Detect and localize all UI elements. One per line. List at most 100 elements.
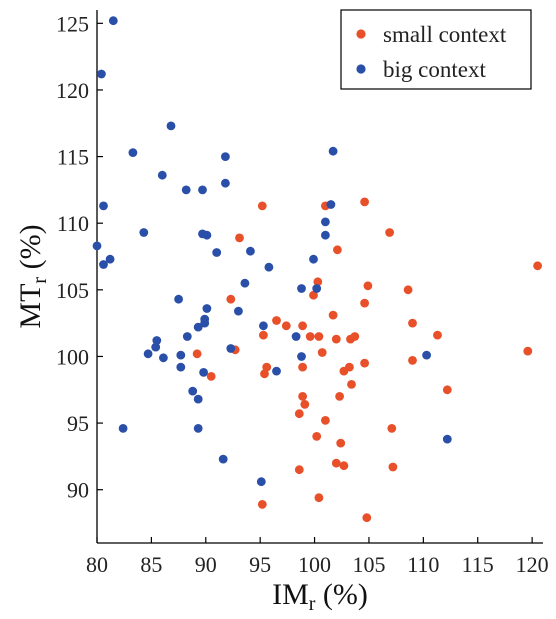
data-point-big-context — [97, 69, 106, 79]
data-point-small-context — [314, 493, 324, 503]
data-point-big-context — [188, 386, 198, 396]
axes — [96, 10, 543, 544]
data-point-small-context — [298, 321, 307, 331]
data-point-big-context — [202, 304, 212, 313]
x-tick-label: 90 — [195, 552, 217, 577]
data-point-big-context — [118, 424, 128, 433]
data-point-small-context — [300, 400, 310, 409]
data-point-big-context — [166, 121, 176, 131]
legend-label-big-context: big context — [383, 57, 486, 82]
legend-label-small-context: small context — [383, 22, 507, 47]
data-point-small-context — [272, 316, 281, 325]
data-point-big-context — [181, 185, 191, 195]
data-point-big-context — [176, 350, 186, 360]
y-axis-label-subscript: r — [29, 277, 51, 284]
data-point-small-context — [294, 409, 304, 419]
data-point-big-context — [176, 362, 186, 372]
data-point-big-context — [321, 217, 330, 227]
data-point-big-context — [221, 152, 230, 162]
y-tick-label: 110 — [57, 211, 89, 236]
y-axis-label-main: MT — [14, 284, 47, 329]
data-point-small-context — [298, 362, 307, 372]
data-point-small-context — [347, 380, 356, 389]
data-point-big-context — [297, 352, 306, 361]
data-point-big-context — [212, 248, 222, 257]
data-point-small-context — [226, 294, 236, 304]
data-point-big-context — [99, 201, 108, 211]
x-axis-label: IMr (%) — [272, 578, 368, 615]
legend-marker-big-context — [356, 64, 366, 74]
data-point-small-context — [360, 358, 369, 368]
y-tick-label: 115 — [57, 145, 89, 170]
data-point-small-context — [192, 349, 202, 359]
x-axis-label-main: IM — [272, 578, 309, 611]
data-point-small-context — [362, 513, 372, 523]
y-tick-label: 105 — [56, 278, 89, 303]
data-point-big-context — [92, 241, 102, 251]
data-point-small-context — [317, 348, 327, 357]
data-point-small-context — [408, 318, 417, 328]
data-point-big-context — [264, 262, 274, 272]
data-point-small-context — [335, 392, 344, 401]
data-point-big-context — [99, 260, 108, 269]
data-point-small-context — [360, 298, 369, 308]
data-point-small-context — [385, 228, 394, 237]
data-point-big-context — [143, 349, 153, 359]
data-points — [92, 16, 542, 523]
data-point-big-context — [151, 342, 161, 352]
data-point-small-context — [305, 332, 315, 341]
data-point-big-context — [326, 200, 336, 209]
data-point-small-context — [360, 197, 369, 207]
data-point-big-context — [108, 16, 118, 26]
data-point-small-context — [259, 330, 268, 340]
data-point-big-context — [193, 394, 203, 404]
data-point-big-context — [199, 368, 209, 377]
ticks: 80 85 90 95 100 105 110 115 120 90 95 100 105 110 115 1… — [56, 11, 549, 577]
x-axis-label-subscript: r — [309, 593, 316, 615]
data-point-big-context — [234, 306, 243, 316]
data-point-small-context — [312, 432, 322, 441]
data-point-big-context — [128, 148, 138, 158]
data-point-big-context — [291, 332, 301, 341]
data-point-big-context — [218, 454, 228, 464]
data-point-small-context — [433, 330, 442, 340]
data-point-small-context — [333, 245, 342, 255]
data-point-small-context — [533, 261, 542, 271]
data-point-big-context — [182, 332, 192, 341]
data-point-small-context — [363, 281, 373, 291]
data-point-big-context — [309, 254, 318, 264]
legend-marker-small-context — [356, 29, 366, 39]
x-tick-label: 85 — [140, 552, 162, 577]
data-point-small-context — [294, 465, 304, 475]
y-tick-label: 125 — [56, 11, 89, 36]
data-point-big-context — [221, 178, 230, 188]
data-point-big-context — [256, 477, 266, 487]
data-point-small-context — [331, 334, 341, 344]
data-point-small-context — [339, 461, 349, 471]
data-point-small-context — [523, 346, 533, 356]
y-axis-label-unit: (%) — [14, 224, 47, 276]
data-point-big-context — [312, 284, 322, 293]
data-point-small-context — [408, 356, 417, 365]
data-point-big-context — [193, 322, 203, 332]
data-point-big-context — [202, 230, 212, 240]
data-point-big-context — [328, 146, 338, 156]
data-point-small-context — [321, 416, 330, 425]
legend-box — [340, 9, 532, 90]
data-point-big-context — [139, 228, 149, 237]
x-tick-label: 120 — [516, 552, 549, 577]
data-point-small-context — [313, 277, 323, 287]
data-point-small-context — [235, 233, 244, 243]
y-tick-label: 120 — [56, 78, 89, 103]
data-point-small-context — [257, 500, 267, 509]
data-point-big-context — [259, 321, 268, 331]
data-point-big-context — [442, 434, 452, 444]
data-point-big-context — [152, 336, 162, 345]
data-point-small-context — [298, 392, 307, 401]
data-point-big-context — [198, 185, 207, 195]
data-point-small-context — [328, 310, 338, 320]
data-point-big-context — [297, 284, 306, 293]
data-point-big-context — [193, 424, 203, 433]
data-point-small-context — [388, 462, 398, 472]
